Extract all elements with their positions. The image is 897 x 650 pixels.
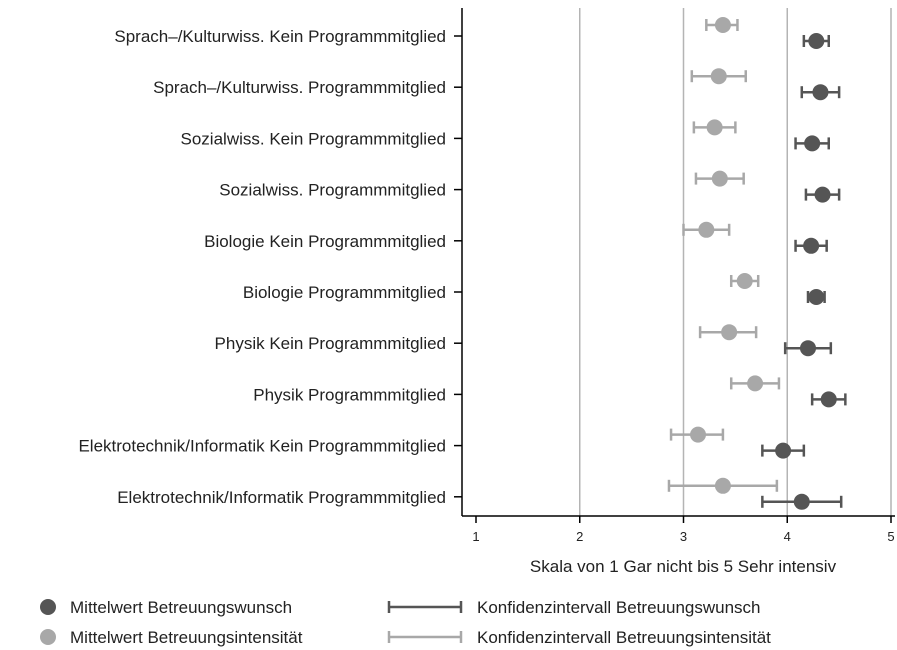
mean-point xyxy=(710,68,727,85)
x-tick-labels: 1 2 3 4 5 xyxy=(472,516,895,544)
axes xyxy=(461,8,895,517)
legend-ci-betreuungsintensitaet xyxy=(387,631,463,643)
x-tick-label: 5 xyxy=(887,529,894,544)
legend-label-betreuungswunsch: Mittelwert Betreuungswunsch xyxy=(70,598,292,617)
category-label: Elektrotechnik/Informatik Programmmitgli… xyxy=(117,488,446,507)
legend-ci-label-betreuungswunsch: Konfidenzintervall Betreuungswunsch xyxy=(477,598,761,617)
mean-point xyxy=(814,186,831,203)
mean-point xyxy=(808,289,825,305)
mean-point xyxy=(714,17,731,33)
x-tick-label: 3 xyxy=(680,529,687,544)
legend-marker-betreuungsintensitaet xyxy=(40,629,56,645)
mean-point xyxy=(793,493,810,510)
mean-point xyxy=(804,135,821,152)
mean-point xyxy=(812,84,829,101)
legend: Mittelwert Betreuungswunsch Mittelwert B… xyxy=(40,598,771,647)
category-label: Elektrotechnik/Informatik Kein Programmm… xyxy=(78,437,446,456)
category-label: Sprach–/Kulturwiss. Programmmitglied xyxy=(153,78,446,97)
mean-point xyxy=(808,33,825,49)
category-label: Physik Programmmitglied xyxy=(253,385,446,404)
category-label: Sprach–/Kulturwiss. Kein Programmmitglie… xyxy=(114,27,446,46)
x-tick-label: 4 xyxy=(784,529,791,544)
mean-point xyxy=(698,221,715,238)
x-axis-title: Skala von 1 Gar nicht bis 5 Sehr intensi… xyxy=(530,557,837,576)
mean-point xyxy=(721,324,738,341)
data-marks xyxy=(667,17,847,510)
mean-point xyxy=(736,273,753,289)
mean-point xyxy=(820,391,837,408)
legend-label-betreuungsintensitaet: Mittelwert Betreuungsintensität xyxy=(70,628,303,647)
x-tick-label: 1 xyxy=(472,529,479,544)
mean-point xyxy=(747,375,764,392)
mean-point xyxy=(711,170,728,187)
x-tick-label: 2 xyxy=(576,529,583,544)
grid-lines xyxy=(579,8,892,516)
legend-ci-label-betreuungsintensitaet: Konfidenzintervall Betreuungsintensität xyxy=(477,628,771,647)
mean-point xyxy=(706,119,723,136)
mean-point xyxy=(775,442,792,459)
legend-ci-betreuungswunsch xyxy=(387,601,463,613)
mean-point xyxy=(803,237,820,254)
category-label: Biologie Programmmitglied xyxy=(243,283,446,302)
category-label: Sozialwiss. Programmmitglied xyxy=(219,181,446,200)
category-label: Sozialwiss. Kein Programmmitglied xyxy=(181,129,446,148)
category-label: Biologie Kein Programmmitglied xyxy=(204,232,446,251)
mean-point xyxy=(690,426,707,443)
mean-point xyxy=(800,340,816,357)
category-label: Physik Kein Programmmitglied xyxy=(215,334,446,353)
legend-marker-betreuungswunsch xyxy=(40,599,56,615)
mean-point xyxy=(714,477,731,494)
category-labels: Sprach–/Kulturwiss. Kein Programmmitglie… xyxy=(78,27,462,507)
